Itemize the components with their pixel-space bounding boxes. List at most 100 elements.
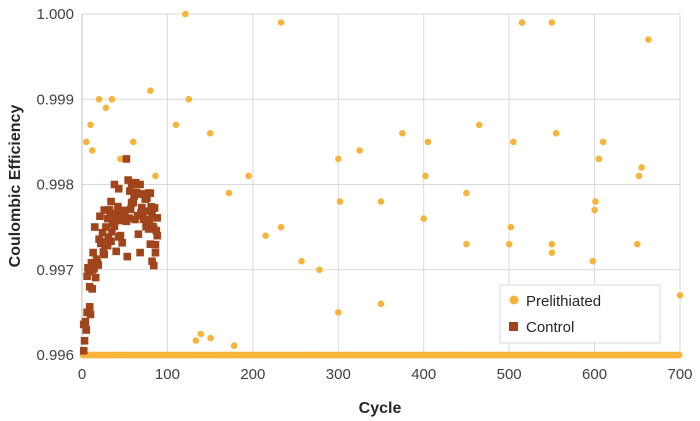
legend-box [499, 284, 661, 344]
prelithiated-point [638, 164, 645, 171]
control-point [148, 257, 156, 266]
prelithiated-point [192, 337, 200, 344]
grid [82, 13, 681, 355]
prelithiated-point [356, 147, 363, 154]
prelithiated-point [599, 138, 607, 146]
control-point [110, 180, 119, 189]
control-point [123, 252, 132, 261]
prelithiated-point [592, 198, 599, 205]
control-point [143, 207, 152, 215]
x-tick-label: 700 [667, 366, 692, 383]
x-tick-label: 400 [411, 366, 436, 383]
control-point [107, 237, 115, 246]
control-point [120, 210, 129, 219]
prelithiated-point [95, 95, 103, 103]
x-tick-label: 200 [240, 366, 265, 383]
prelithiated-point [475, 121, 483, 129]
prelithiated-point [245, 172, 252, 180]
control-point [149, 261, 158, 270]
control-point [143, 194, 151, 203]
prelithiated-point [399, 130, 406, 137]
prelithiated-point [633, 240, 641, 248]
prelithiated-point [230, 342, 238, 350]
x-tick-label: 500 [497, 366, 522, 383]
control-point [124, 176, 132, 184]
control-point [106, 209, 114, 218]
control-point [82, 325, 91, 334]
control-point [91, 223, 99, 231]
control-point [91, 261, 99, 270]
control-point [81, 317, 90, 326]
prelithiated-point [262, 232, 269, 239]
control-point [148, 211, 156, 220]
control-point [152, 226, 161, 235]
prelithiated-point [548, 19, 556, 26]
control-point [135, 190, 144, 198]
prelithiated-point [207, 334, 214, 342]
prelithiated-point [277, 223, 285, 231]
control-point [138, 203, 146, 212]
prelithiated-point [298, 257, 305, 265]
control-point [146, 240, 155, 248]
control-point [83, 272, 91, 281]
prelithiated-point [206, 130, 214, 137]
prelithiated-point [316, 266, 323, 274]
control-point [130, 192, 138, 201]
control-point [96, 212, 104, 221]
prelithiated-point [424, 138, 432, 146]
prelithiated-point [102, 104, 110, 112]
legend-marker-prelithiated [509, 295, 519, 305]
prelithiated-point [172, 121, 180, 129]
legend-label-control: Control [526, 319, 574, 336]
prelithiated-point [676, 292, 684, 299]
prelithiated-point [117, 155, 124, 163]
control-point [91, 273, 100, 282]
control-point [131, 215, 139, 224]
control-point [98, 228, 107, 237]
prelithiated-point [518, 19, 526, 26]
x-axis-ticks: 0 100 200 300 400 500 600 700 [78, 366, 693, 383]
prelithiated-point [463, 189, 470, 197]
control-point [139, 215, 148, 224]
prelithiated-point [675, 351, 683, 359]
control-point [89, 248, 97, 257]
prelithiated-point [336, 198, 344, 205]
y-tick-label: 1.000 [36, 6, 74, 23]
prelithiated-point [88, 147, 96, 154]
y-tick-label: 0.998 [36, 177, 74, 194]
control-point [129, 198, 138, 207]
x-axis-title: Cycle [359, 400, 402, 417]
prelithiated-point [225, 189, 233, 197]
control-point [126, 187, 134, 195]
series-control [79, 155, 161, 355]
prelithiated-point [595, 155, 603, 163]
control-point [103, 214, 112, 223]
prelithiated-point [108, 95, 116, 103]
control-point [104, 233, 113, 241]
prelithiated-point [463, 240, 470, 248]
prelithiated-point [591, 206, 598, 214]
control-point [144, 225, 153, 233]
prelithiated-point [87, 121, 94, 129]
control-point [83, 308, 91, 317]
control-point [134, 230, 143, 238]
prelithiated-point [645, 36, 652, 43]
prelithiated-point [552, 130, 560, 137]
control-point [110, 222, 119, 230]
control-point [111, 215, 120, 223]
y-axis-title: Coulombic Efficiency [7, 105, 24, 268]
x-tick-label: 300 [326, 366, 351, 383]
prelithiated-point [152, 172, 159, 180]
y-tick-label: 0.997 [36, 262, 74, 279]
control-point [138, 209, 147, 217]
prelithiated-point [377, 300, 385, 308]
prelithiated-point [589, 257, 597, 265]
control-point [85, 303, 94, 311]
control-point [100, 206, 109, 214]
control-point [122, 155, 131, 163]
prelithiated-point [548, 249, 556, 256]
prelithiated-point [182, 10, 189, 18]
prelithiated-point [635, 172, 643, 180]
control-point [151, 248, 160, 257]
